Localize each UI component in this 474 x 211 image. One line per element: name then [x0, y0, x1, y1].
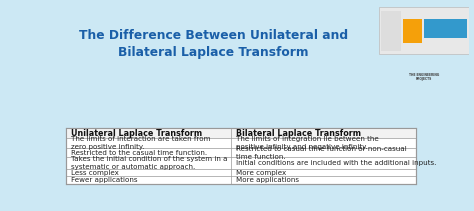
- Text: More complex: More complex: [236, 169, 286, 176]
- Text: Takes the initial condition of the system in a
systematic or automatic approach.: Takes the initial condition of the syste…: [71, 156, 227, 170]
- Text: The limits of integration lie between the
positive infinity and negative infinit: The limits of integration lie between th…: [236, 136, 379, 150]
- FancyBboxPatch shape: [66, 128, 416, 184]
- Text: More applications: More applications: [236, 177, 299, 183]
- Text: Restricted to casual time function or non-casual
time function.: Restricted to casual time function or no…: [236, 146, 407, 160]
- Text: Bilateral Laplace Transform: Bilateral Laplace Transform: [236, 128, 361, 138]
- Text: Fewer applications: Fewer applications: [71, 177, 137, 183]
- Text: Initial conditions are included with the additional inputs.: Initial conditions are included with the…: [236, 160, 437, 166]
- Text: The Difference Between Unilateral and
Bilateral Laplace Transform: The Difference Between Unilateral and Bi…: [79, 28, 348, 59]
- Text: The limits of interaction are taken from
zero positive infinity.: The limits of interaction are taken from…: [71, 136, 210, 150]
- Text: Less complex: Less complex: [71, 169, 118, 176]
- Text: Unilateral Laplace Transform: Unilateral Laplace Transform: [71, 128, 202, 138]
- FancyBboxPatch shape: [379, 7, 469, 54]
- Text: THE ENGINEERING
PROJECTS: THE ENGINEERING PROJECTS: [409, 73, 439, 81]
- FancyBboxPatch shape: [381, 11, 401, 51]
- Text: Restricted to the casual time function.: Restricted to the casual time function.: [71, 150, 207, 156]
- FancyBboxPatch shape: [231, 128, 416, 138]
- FancyBboxPatch shape: [66, 128, 231, 138]
- FancyBboxPatch shape: [424, 19, 466, 38]
- FancyBboxPatch shape: [402, 19, 422, 43]
